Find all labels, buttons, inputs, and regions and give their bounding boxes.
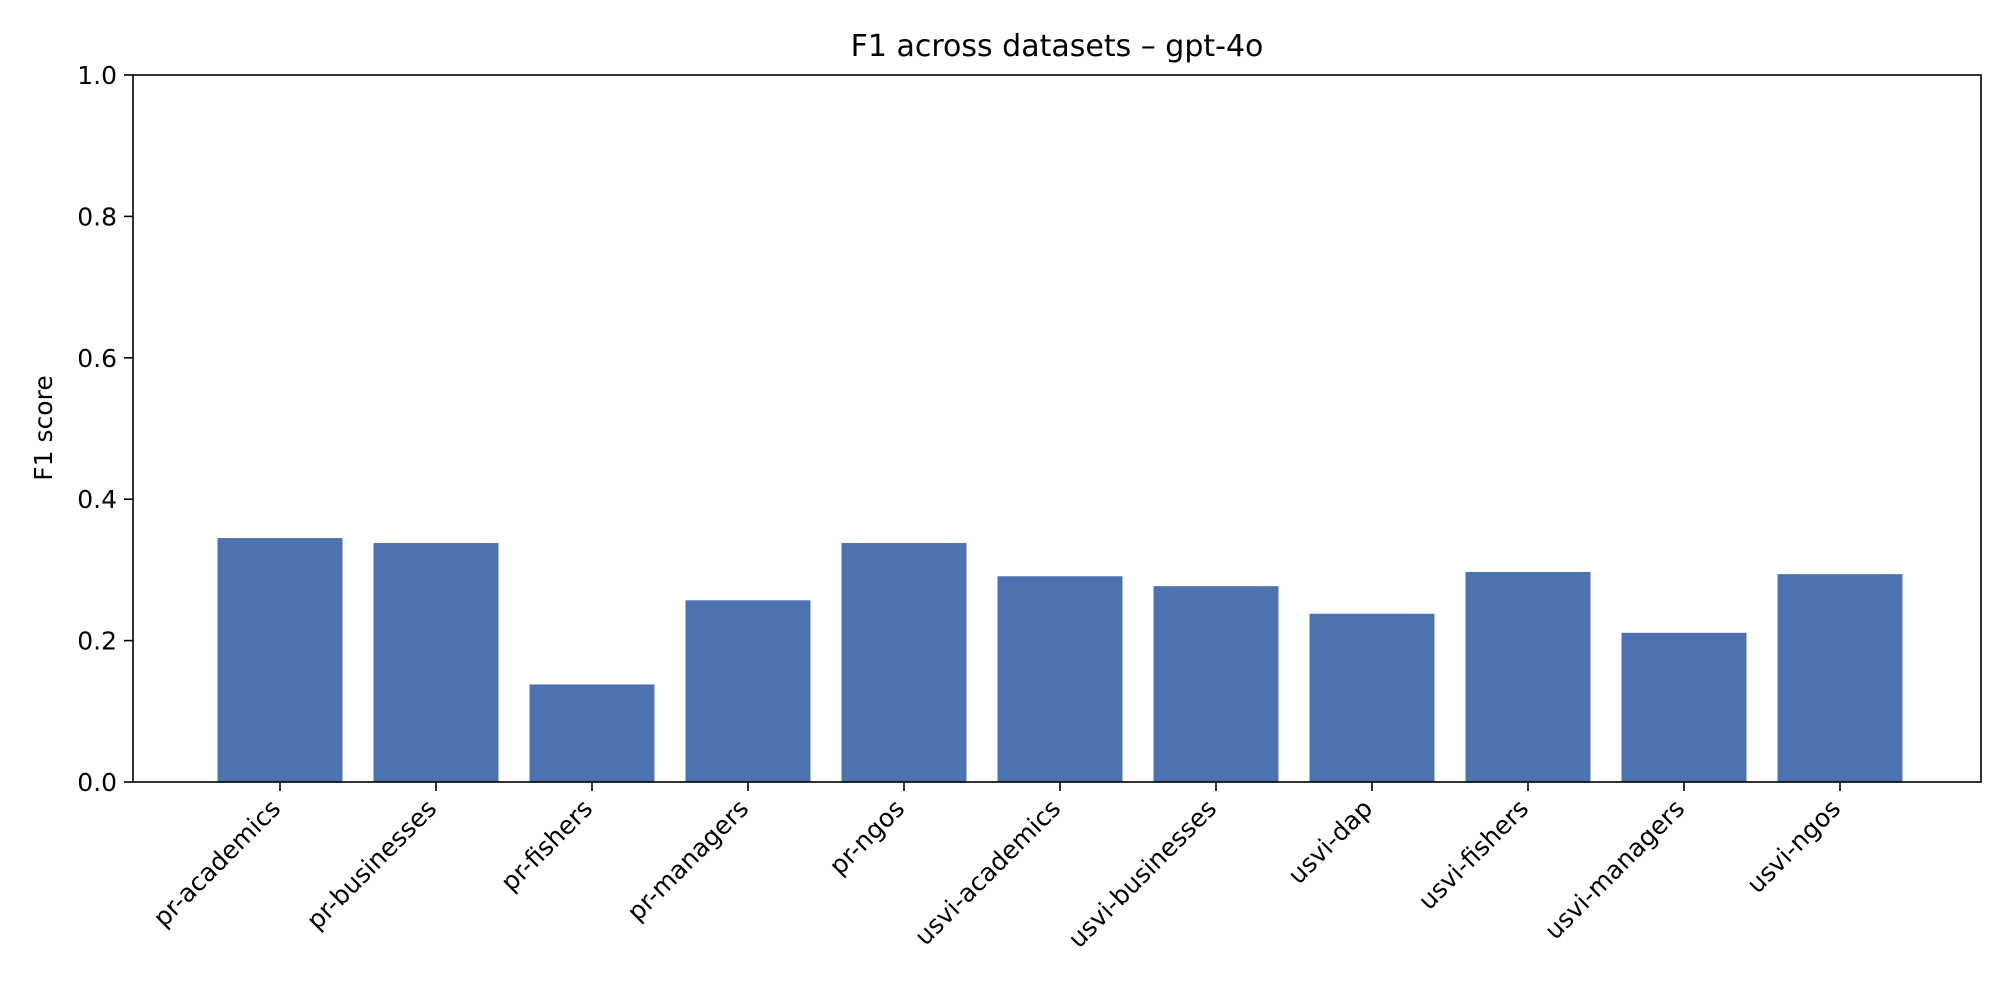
- x-tick-label: usvi-academics: [909, 794, 1066, 951]
- x-axis-ticks: pr-academics pr-businesses pr-fishers pr-ma…: [147, 782, 1846, 954]
- x-tick-label: pr-fishers: [495, 794, 598, 897]
- y-tick-label: 0.8: [77, 202, 117, 231]
- x-tick-label: pr-businesses: [301, 794, 442, 935]
- x-tick-label: pr-academics: [147, 794, 286, 933]
- y-tick-label: 0.4: [77, 485, 117, 514]
- bar-usvi-managers: [1621, 632, 1747, 782]
- bar-pr-businesses: [373, 543, 499, 782]
- bar-pr-managers: [685, 600, 811, 782]
- x-tick-label: usvi-managers: [1539, 794, 1690, 945]
- bar-usvi-fishers: [1465, 572, 1591, 782]
- x-tick-label: usvi-fishers: [1413, 794, 1535, 916]
- bar-pr-ngos: [841, 543, 967, 782]
- y-tick-label: 0.6: [77, 344, 117, 373]
- y-tick-label: 1.0: [77, 61, 117, 90]
- x-tick-label: usvi-businesses: [1062, 794, 1222, 954]
- y-axis-label: F1 score: [29, 375, 58, 480]
- bar-usvi-academics: [997, 576, 1123, 782]
- y-tick-label: 0.0: [77, 768, 117, 797]
- bar-pr-fishers: [529, 684, 655, 782]
- plot-area-frame: [132, 74, 1982, 783]
- x-tick-label: usvi-dap: [1282, 794, 1378, 890]
- x-tick-label: usvi-ngos: [1741, 794, 1846, 899]
- x-tick-label: pr-managers: [621, 794, 754, 927]
- y-axis-ticks: 0.0 0.2 0.4 0.6 0.8 1.0: [77, 61, 133, 797]
- bar-usvi-businesses: [1153, 586, 1279, 782]
- bar-usvi-ngos: [1777, 574, 1903, 782]
- y-tick-label: 0.2: [77, 627, 117, 656]
- bar-usvi-dap: [1309, 613, 1435, 782]
- bars: [217, 538, 1903, 782]
- bar-pr-academics: [217, 538, 343, 782]
- x-tick-label: pr-ngos: [824, 794, 911, 881]
- chart-title: F1 across datasets – gpt-4o: [851, 29, 1264, 64]
